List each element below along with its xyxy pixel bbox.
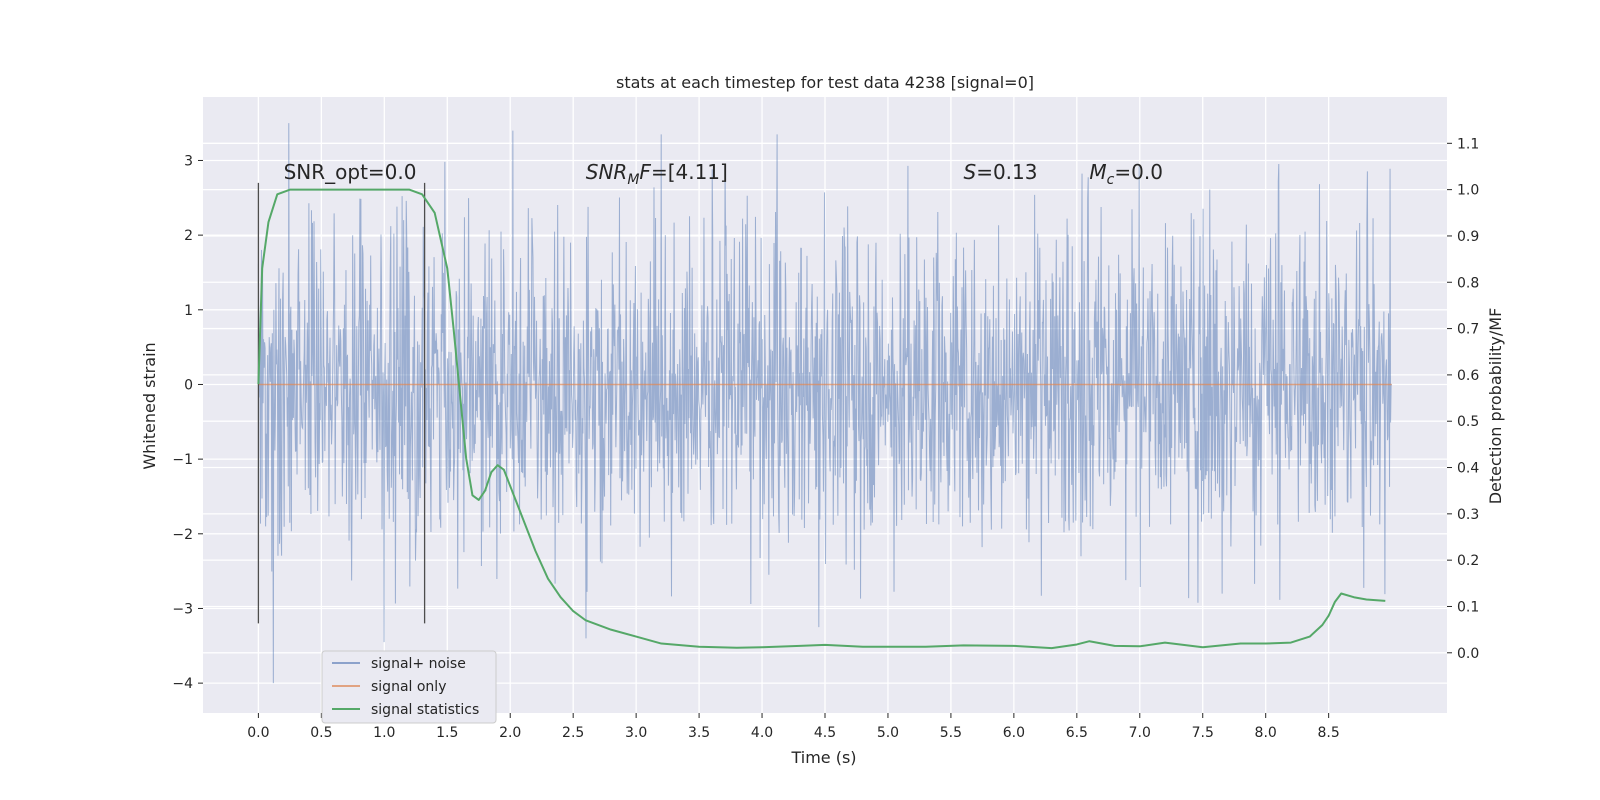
x-tick-label-7: 3.5 bbox=[688, 725, 710, 741]
y-right-tick-label-4: 0.7 bbox=[1457, 322, 1479, 338]
legend: signal+ noise signal only signal statist… bbox=[321, 650, 497, 724]
x-tick-label-13: 6.5 bbox=[1066, 725, 1088, 741]
legend-label-signal-noise: signal+ noise bbox=[371, 656, 466, 672]
x-tick-label-15: 7.5 bbox=[1192, 725, 1214, 741]
vertical-markers bbox=[257, 182, 426, 624]
annotation-3: Mc=0.0 bbox=[1089, 160, 1163, 188]
x-tick-label-4: 2.0 bbox=[499, 725, 521, 741]
series-signal-statistics bbox=[257, 188, 1386, 650]
legend-label-signal-statistics: signal statistics bbox=[371, 702, 479, 718]
y-left-tick-label-4: −1 bbox=[172, 452, 193, 468]
y-left-tick-label-6: −3 bbox=[172, 601, 193, 617]
x-tick-label-17: 8.5 bbox=[1318, 725, 1340, 741]
x-tick-label-8: 4.0 bbox=[751, 725, 773, 741]
y-right-tick-label-2: 0.9 bbox=[1457, 229, 1479, 245]
legend-box bbox=[321, 650, 497, 724]
x-tick-label-3: 1.5 bbox=[436, 725, 458, 741]
y-right-tick-label-0: 1.1 bbox=[1457, 136, 1479, 152]
y-left-axis-label: Whitened strain bbox=[140, 342, 159, 469]
annotation-0: SNR_opt=0.0 bbox=[284, 160, 417, 184]
y-right-tick-label-5: 0.6 bbox=[1457, 368, 1479, 384]
x-tick-label-1: 0.5 bbox=[310, 725, 332, 741]
y-right-tick-label-3: 0.8 bbox=[1457, 275, 1479, 291]
annotation-2: S=0.13 bbox=[964, 160, 1038, 184]
annotations: SNR_opt=0.0 SNRMF=[4.11] S=0.13 Mc=0.0 bbox=[284, 160, 1163, 188]
x-tick-label-9: 4.5 bbox=[814, 725, 836, 741]
series-signal-noise bbox=[257, 123, 1393, 684]
y-right-tick-label-7: 0.4 bbox=[1457, 461, 1479, 477]
y-right-tick-label-8: 0.3 bbox=[1457, 507, 1479, 523]
chart-title: stats at each timestep for test data 423… bbox=[616, 73, 1034, 92]
y-left-tick-label-0: 3 bbox=[184, 153, 193, 169]
y-left-tick-label-1: 2 bbox=[184, 228, 193, 244]
x-tick-label-11: 5.5 bbox=[940, 725, 962, 741]
signal-noise-line bbox=[257, 123, 1393, 684]
x-tick-label-5: 2.5 bbox=[562, 725, 584, 741]
signal-statistics-line bbox=[257, 188, 1386, 650]
y-left-tick-label-2: 1 bbox=[184, 303, 193, 319]
x-tick-label-10: 5.0 bbox=[877, 725, 899, 741]
y-right-axis-ticks: 1.1 1.0 0.9 0.8 0.7 0.6 0.5 0.4 0.3 0.2 0.1 0.0 bbox=[1447, 136, 1479, 662]
y-left-axis-ticks: 3 2 1 0 −1 −2 −3 −4 bbox=[172, 153, 203, 692]
y-right-axis-label: Detection probability/MF bbox=[1486, 308, 1505, 505]
x-axis-ticks: 0.0 0.5 1.0 1.5 2.0 2.5 3.0 3.5 4.0 4.5 5.0 5.5 6.0 6… bbox=[247, 713, 1340, 741]
x-tick-label-6: 3.0 bbox=[625, 725, 647, 741]
y-right-tick-label-9: 0.2 bbox=[1457, 553, 1479, 569]
y-left-tick-label-3: 0 bbox=[184, 377, 193, 393]
y-left-tick-label-7: −4 bbox=[172, 676, 193, 692]
y-right-tick-label-1: 1.0 bbox=[1457, 183, 1479, 199]
x-tick-label-2: 1.0 bbox=[373, 725, 395, 741]
legend-label-signal-only: signal only bbox=[371, 679, 446, 695]
y-right-tick-label-11: 0.0 bbox=[1457, 646, 1479, 662]
annotation-1: SNRMF=[4.11] bbox=[586, 160, 728, 188]
x-tick-label-12: 6.0 bbox=[1003, 725, 1025, 741]
x-tick-label-0: 0.0 bbox=[247, 725, 269, 741]
x-axis-label: Time (s) bbox=[790, 748, 856, 767]
y-left-tick-label-5: −2 bbox=[172, 527, 193, 543]
x-tick-label-14: 7.0 bbox=[1129, 725, 1151, 741]
y-right-tick-label-10: 0.1 bbox=[1457, 599, 1479, 615]
y-right-tick-label-6: 0.5 bbox=[1457, 414, 1479, 430]
x-tick-label-16: 8.0 bbox=[1255, 725, 1277, 741]
